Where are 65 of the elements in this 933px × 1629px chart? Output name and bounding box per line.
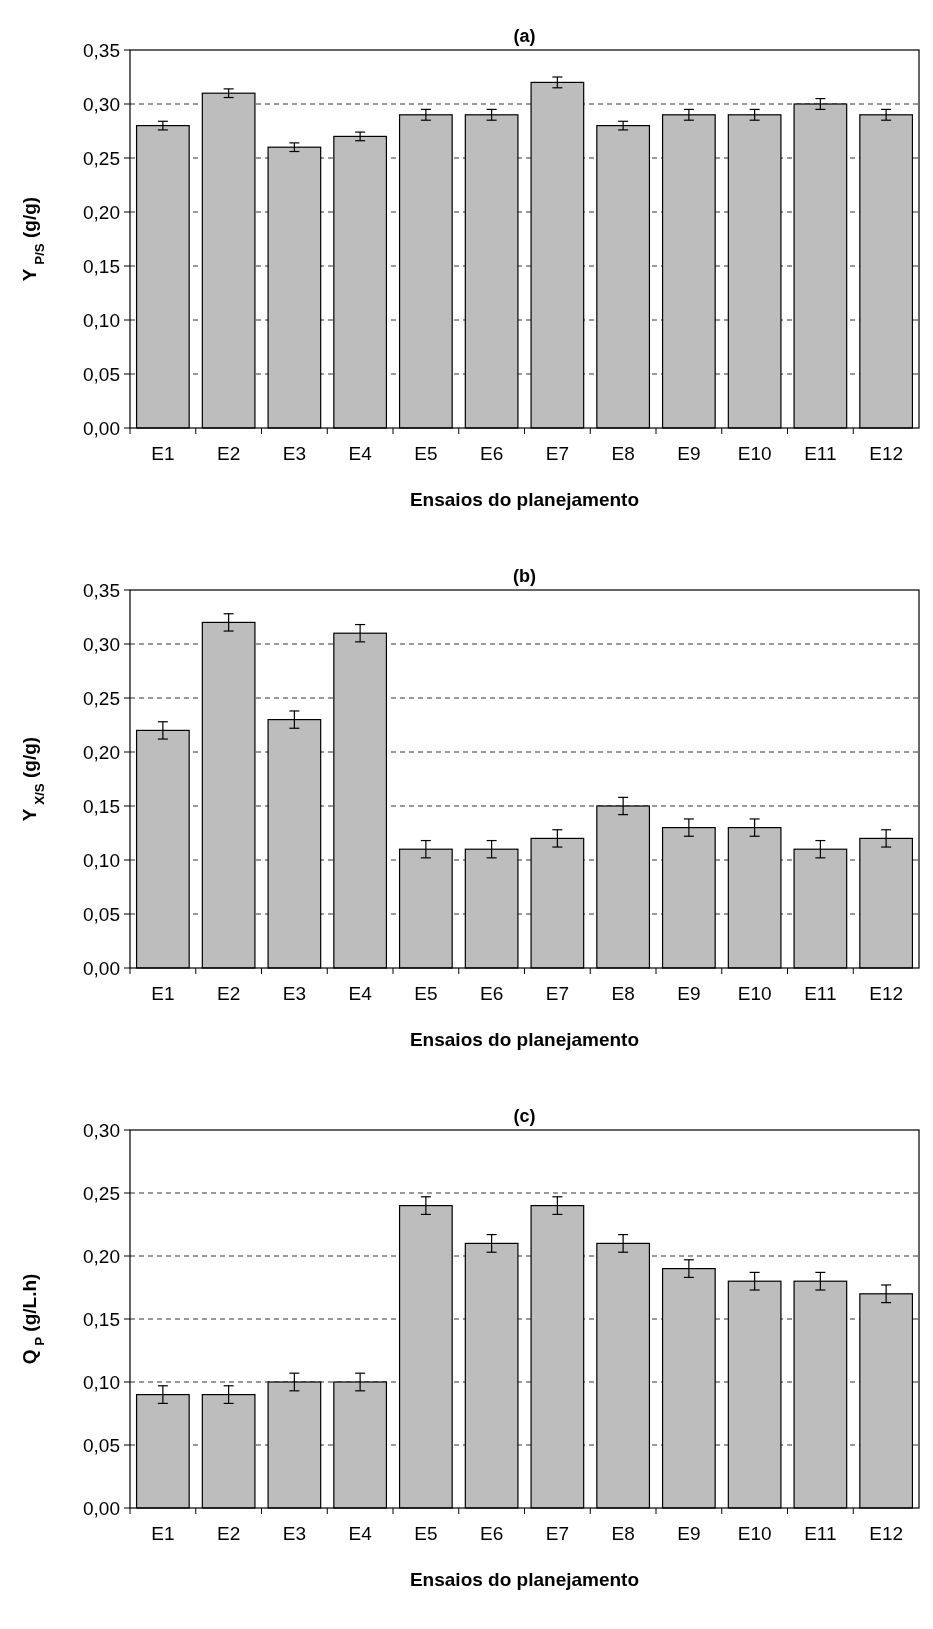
x-tick-label: E12 [869, 443, 904, 464]
y-tick-label: 0,10 [83, 849, 120, 871]
x-tick-label: E6 [480, 1523, 504, 1544]
y-tick-label: 0,10 [83, 1371, 120, 1393]
x-tick-label: E3 [282, 1523, 306, 1544]
y-tick-label: 0,20 [83, 741, 120, 763]
x-axis-title: Ensaios do planejamento [409, 1569, 640, 1590]
y-tick-label: 0,00 [83, 957, 120, 979]
x-tick-label: E11 [804, 1523, 837, 1544]
x-tick-label: E2 [217, 1523, 241, 1544]
x-tick-label: E6 [480, 983, 504, 1004]
y-tick-label: 0,15 [83, 255, 120, 277]
x-tick-label: E10 [737, 1523, 772, 1544]
x-tick-label: E10 [737, 983, 772, 1004]
x-axis-title: Ensaios do planejamento [409, 1029, 640, 1050]
y-tick-label: 0,05 [83, 363, 120, 385]
y-tick-label: 0,05 [83, 903, 120, 925]
x-tick-label: E1 [151, 443, 175, 464]
x-tick-label: E5 [414, 443, 438, 464]
y-tick-label: 0,20 [83, 1245, 120, 1267]
y-tick-label: 0,30 [83, 1119, 120, 1141]
x-tick-label: E1 [151, 983, 175, 1004]
x-tick-label: E11 [804, 443, 837, 464]
x-tick-label: E12 [869, 983, 904, 1004]
x-tick-label: E6 [480, 443, 504, 464]
x-tick-label: E3 [282, 983, 306, 1004]
x-tick-label: E4 [348, 443, 373, 464]
x-tick-label: E9 [677, 443, 701, 464]
chart-title: (a) [513, 26, 536, 46]
y-tick-label: 0,35 [83, 39, 120, 61]
y-tick-label: 0,05 [83, 1434, 120, 1456]
x-tick-label: E4 [348, 1523, 373, 1544]
x-tick-label: E7 [545, 983, 569, 1004]
y-tick-label: 0,25 [83, 147, 120, 169]
y-tick-label: 0,10 [83, 309, 120, 331]
x-tick-label: E11 [804, 983, 837, 1004]
x-tick-label: E8 [611, 983, 635, 1004]
y-tick-label: 0,20 [83, 201, 120, 223]
x-tick-label: E8 [611, 1523, 635, 1544]
x-tick-label: E2 [217, 443, 241, 464]
x-tick-label: E7 [545, 1523, 569, 1544]
x-tick-label: E9 [677, 1523, 701, 1544]
y-tick-label: 0,30 [83, 93, 120, 115]
x-tick-label: E4 [348, 983, 373, 1004]
y-tick-label: 0,25 [83, 687, 120, 709]
x-tick-label: E9 [677, 983, 701, 1004]
x-tick-label: E3 [282, 443, 306, 464]
x-tick-label: E8 [611, 443, 635, 464]
y-tick-label: 0,15 [83, 795, 120, 817]
y-tick-label: 0,25 [83, 1182, 120, 1204]
y-tick-label: 0,00 [83, 417, 120, 439]
chart-title: (b) [513, 566, 536, 586]
x-tick-label: E10 [737, 443, 772, 464]
chart-title: (c) [513, 1106, 536, 1126]
y-tick-label: 0,35 [83, 579, 120, 601]
x-axis-title: Ensaios do planejamento [409, 489, 640, 510]
x-tick-label: E2 [217, 983, 241, 1004]
x-tick-label: E1 [151, 1523, 175, 1544]
x-tick-label: E7 [545, 443, 569, 464]
x-tick-label: E12 [869, 1523, 904, 1544]
y-tick-label: 0,00 [83, 1497, 120, 1519]
y-tick-label: 0,30 [83, 633, 120, 655]
y-tick-label: 0,15 [83, 1308, 120, 1330]
x-tick-label: E5 [414, 1523, 438, 1544]
x-tick-label: E5 [414, 983, 438, 1004]
